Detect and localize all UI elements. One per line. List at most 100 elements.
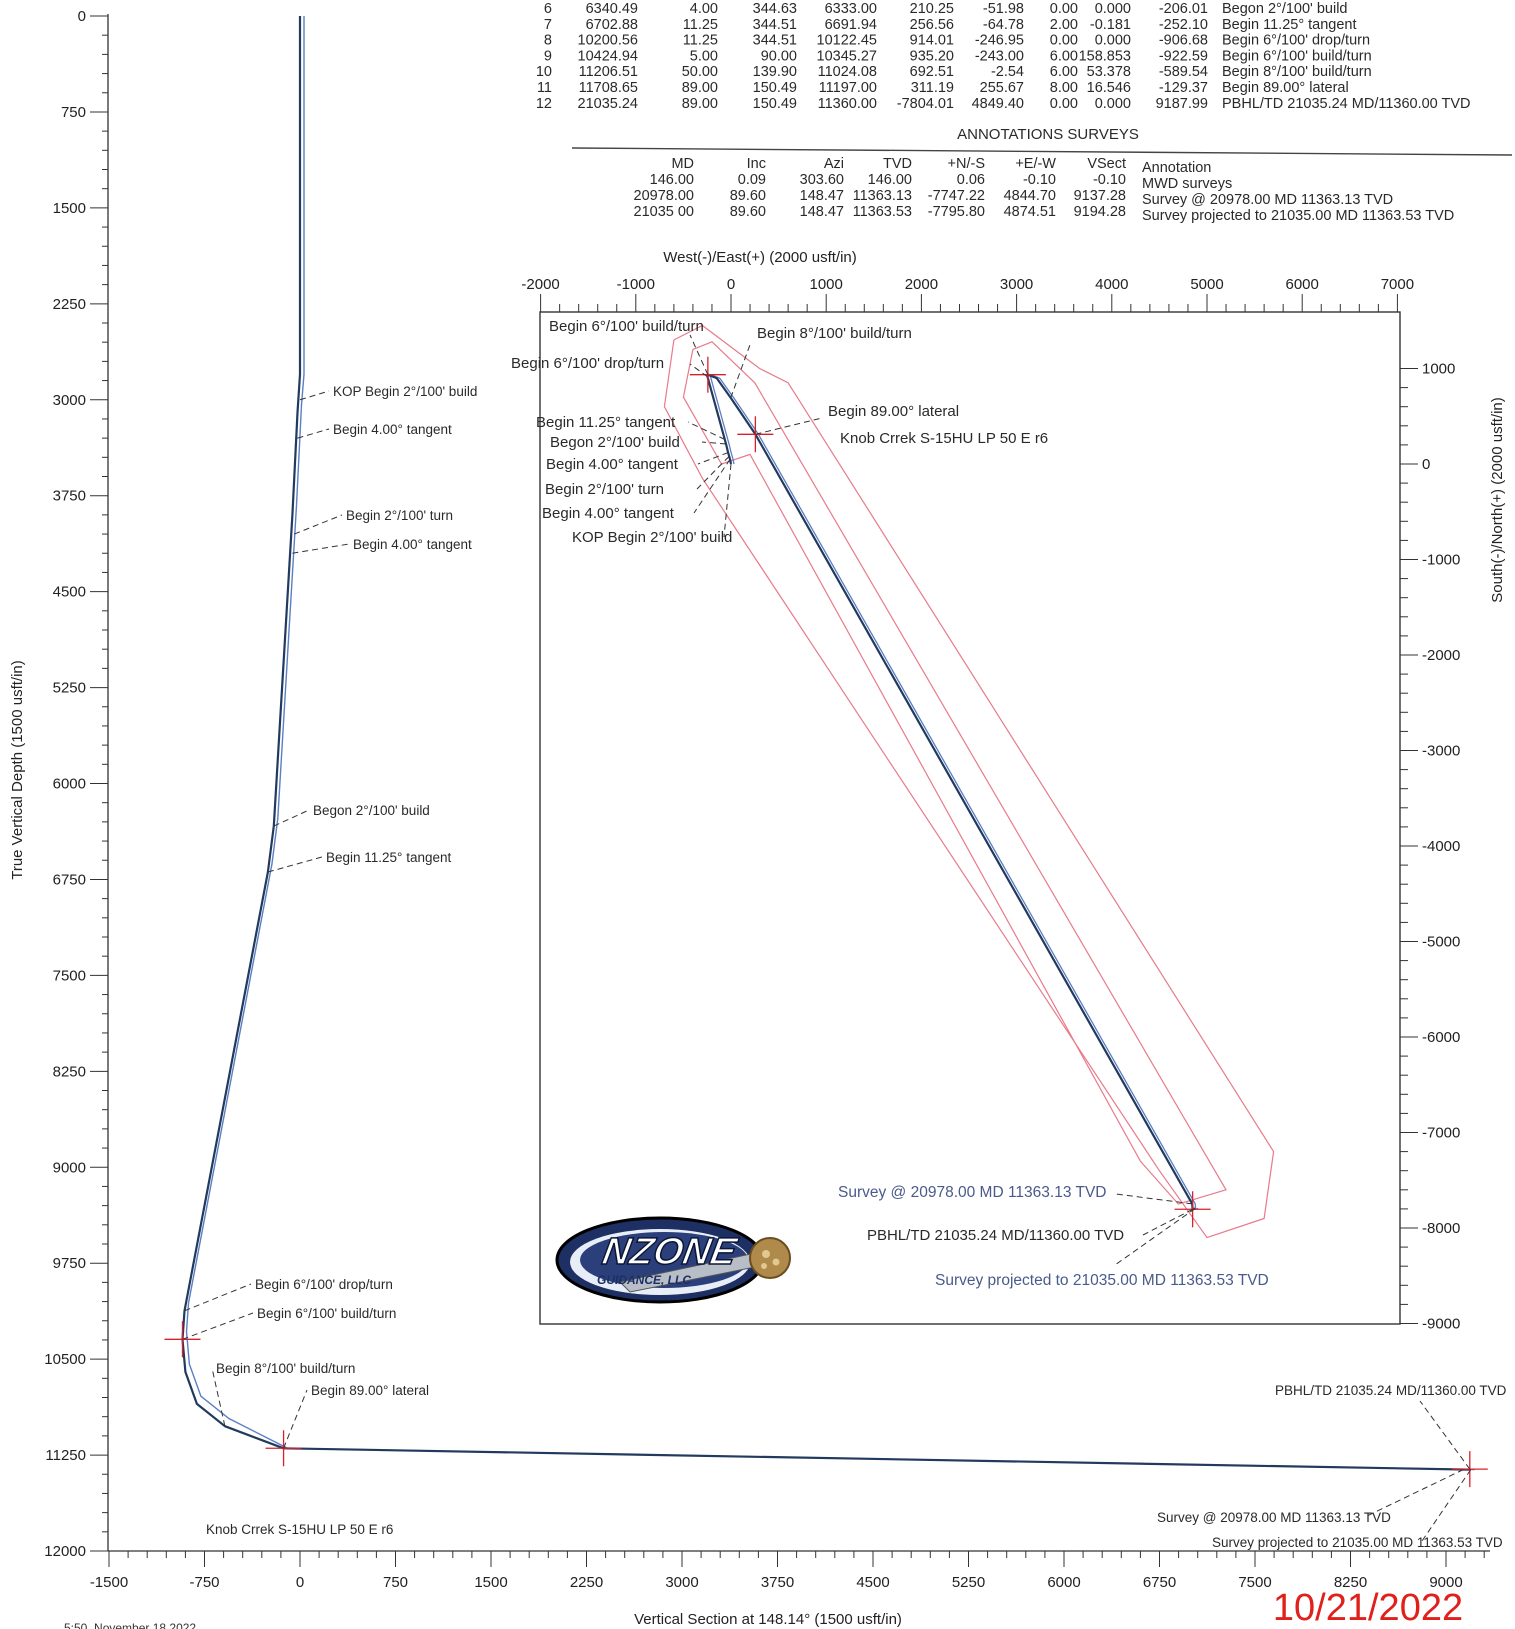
plan-annotation-label: Begin 8°/100' build/turn — [757, 325, 912, 342]
annotations-header: VSect — [1087, 156, 1126, 172]
plan-x-tick-label: 5000 — [1190, 276, 1223, 293]
plan-x-tick-label: 7000 — [1381, 276, 1414, 293]
plan-y-tick-label: -2000 — [1422, 647, 1460, 664]
plan-ticks: -2000 -1000 0 1000 2000 3000 4000 5000 6000 7000 1… — [521, 276, 1460, 1333]
survey-cell: 90.00 — [761, 48, 797, 64]
vs-y-tick-label: 5250 — [53, 680, 86, 697]
vs-labels: KOP Begin 2°/100' build Begin 4.00° tange… — [182, 384, 1507, 1550]
logo-sub: GUIDANCE, LLC — [597, 1273, 691, 1287]
survey-cell: 11197.00 — [819, 80, 877, 96]
survey-annotation: Begin 11.25° tangent — [1222, 17, 1357, 33]
vs-x-tick-label: 4500 — [856, 1574, 889, 1591]
annotations-header: Annotation — [1142, 160, 1211, 176]
survey-annotation: Begin 6°/100' build/turn — [1222, 48, 1372, 64]
vs-x-tick-label: -750 — [189, 1574, 219, 1591]
survey-cell: 6333.00 — [825, 1, 877, 17]
survey-cell: -129.37 — [1159, 80, 1208, 96]
survey-cell: 8.00 — [1050, 80, 1078, 96]
annotations-cell: 148.47 — [800, 188, 844, 204]
plan-annotation-label: Begin 89.00° lateral — [828, 403, 959, 420]
plan-x-tick-label: 3000 — [1000, 276, 1033, 293]
vs-x-tick-label: 6750 — [1143, 1574, 1176, 1591]
survey-cell: 10345.27 — [817, 48, 877, 64]
plan-leader-line — [755, 417, 823, 435]
vs-annotation-label: Survey projected to 21035.00 MD 11363.53… — [1212, 1535, 1503, 1550]
survey-cell: 53.378 — [1087, 64, 1131, 80]
annotations-cell: 9194.28 — [1074, 204, 1126, 220]
plan-annotation-label: Begin 6°/100' build/turn — [549, 318, 704, 335]
survey-cell: 16.546 — [1087, 80, 1131, 96]
plan-x-tick-label: -2000 — [521, 276, 559, 293]
plan-view-chart: -2000 -1000 0 1000 2000 3000 4000 5000 6000 7000 1… — [511, 249, 1506, 1333]
plan-x-tick-label: 0 — [727, 276, 735, 293]
vs-x-tick-label: -1500 — [90, 1574, 128, 1591]
annotations-cell: -0.10 — [1023, 172, 1056, 188]
survey-cell: 692.51 — [910, 64, 954, 80]
vs-annotation-label: Begin 11.25° tangent — [326, 850, 452, 865]
annotations-cell: 148.47 — [800, 204, 844, 220]
survey-cell: 7 — [544, 17, 552, 33]
survey-cell: 0.00 — [1050, 1, 1078, 17]
survey-cell: 935.20 — [910, 48, 954, 64]
survey-cell: 89.00 — [682, 80, 718, 96]
vs-y-tick-label: 0 — [78, 8, 86, 25]
survey-cell: 10 — [536, 64, 552, 80]
plan-leader-line — [723, 463, 732, 538]
vs-y-tick-label: 9750 — [53, 1255, 86, 1272]
survey-cell: 9 — [544, 48, 552, 64]
vs-y-tick-label: 1500 — [53, 200, 86, 217]
plan-x-tick-label: 2000 — [905, 276, 938, 293]
plan-annotation-label: PBHL/TD 21035.24 MD/11360.00 TVD — [867, 1227, 1124, 1244]
survey-annotation: Begin 8°/100' build/turn — [1222, 64, 1372, 80]
plan-boundary-lines — [663, 324, 1275, 1239]
vs-ticks: 0750150022503000375045005250600067507500… — [44, 8, 1485, 1591]
survey-cell: 6691.94 — [825, 17, 877, 33]
vs-annotation-label: PBHL/TD 21035.24 MD/11360.00 TVD — [1275, 1383, 1507, 1398]
survey-cell: 12 — [536, 96, 552, 112]
survey-cell: 11708.65 — [579, 80, 638, 96]
vs-annotation-label: Begin 2°/100' turn — [346, 508, 453, 523]
vs-x-tick-label: 6000 — [1047, 1574, 1080, 1591]
plan-y-tick-label: -8000 — [1422, 1220, 1460, 1237]
plan-annotation-label: Begin 4.00° tangent — [542, 505, 675, 522]
plan-hardline-inner — [682, 341, 1227, 1205]
vs-leader-line — [299, 390, 330, 401]
footer-timestamp: 5:50, November 18 2022 — [64, 1621, 196, 1629]
vs-leader-line — [1421, 1469, 1472, 1542]
annotations-surveys-title: ANNOTATIONS SURVEYS — [957, 126, 1139, 143]
survey-cell: 6.00 — [1050, 48, 1078, 64]
survey-cell: 0.00 — [1050, 96, 1078, 112]
plan-y-tick-label: -6000 — [1422, 1029, 1460, 1046]
annotations-cell: 146.00 — [868, 172, 912, 188]
survey-cell: -64.78 — [983, 17, 1024, 33]
plan-leader-line — [687, 421, 726, 440]
vs-leader-line — [182, 1312, 254, 1340]
survey-cell: 6.00 — [1050, 64, 1078, 80]
plan-y-tick-label: 0 — [1422, 456, 1430, 473]
vs-leader-line — [273, 809, 310, 827]
annotations-cell: 11363.53 — [853, 204, 912, 220]
annotations-header: Inc — [747, 156, 766, 172]
annotations-table-rule — [571, 147, 1513, 156]
vs-y-tick-label: 9000 — [53, 1159, 86, 1176]
vs-annotation-label: Begin 6°/100' build/turn — [257, 1306, 396, 1321]
survey-cell: 4849.40 — [972, 96, 1024, 112]
survey-cell: 150.49 — [753, 96, 797, 112]
survey-cell: 344.51 — [753, 17, 797, 33]
survey-cell: 11206.51 — [579, 64, 638, 80]
survey-cell: 0.000 — [1095, 96, 1131, 112]
vs-annotation-label: Begin 89.00° lateral — [311, 1383, 429, 1398]
vs-y-tick-label: 10500 — [44, 1351, 86, 1368]
annotations-cell: 89.60 — [730, 188, 766, 204]
survey-cell: -243.00 — [975, 48, 1024, 64]
vs-x-tick-label: 3750 — [761, 1574, 794, 1591]
vs-x-tick-label: 3000 — [665, 1574, 698, 1591]
vs-annotation-label: Begin 6°/100' drop/turn — [255, 1277, 393, 1292]
plan-x-tick-label: 4000 — [1095, 276, 1128, 293]
plan-y-tick-label: -4000 — [1422, 838, 1460, 855]
vs-y-tick-label: 12000 — [44, 1543, 86, 1560]
annotations-text: MWD surveys — [1142, 176, 1232, 192]
vs-annotation-label: Begon 2°/100' build — [313, 803, 430, 818]
plan-leader-line — [697, 452, 729, 465]
plan-y-tick-label: -7000 — [1422, 1125, 1460, 1142]
